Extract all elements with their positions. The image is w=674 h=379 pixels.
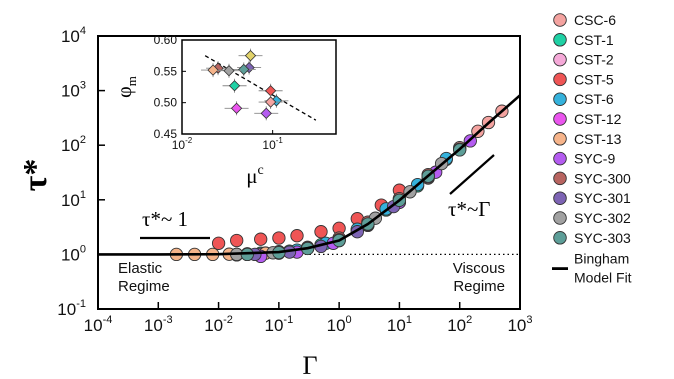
legend-marker — [553, 191, 567, 205]
data-point — [211, 236, 226, 250]
inset-plot: 10-2 10-1 0.45 0.50 0.55 0.60 μc φm — [114, 33, 337, 188]
legend-label: CST-13 — [574, 131, 622, 147]
legend-marker — [553, 72, 567, 87]
inset-data-point — [264, 85, 277, 97]
legend-marker — [553, 132, 567, 146]
legend-marker — [553, 13, 567, 27]
slope-low-label: τ*~ 1 — [142, 207, 188, 231]
inset-data-point — [223, 65, 235, 77]
y-axis-label: τ* — [17, 159, 54, 192]
data-point — [254, 232, 268, 246]
inset-data-point — [238, 63, 250, 76]
annotations: Elastic Regime Viscous Regime τ*~ 1 τ*~Γ — [118, 154, 505, 295]
inset-y-tick-label: 0.60 — [154, 33, 178, 47]
inset-x-tick-label: 10-2 — [172, 136, 193, 152]
legend-marker — [553, 52, 567, 67]
elastic-regime-label: Elastic Regime — [118, 260, 170, 295]
main-plot-frame — [97, 35, 521, 310]
legend-label: SYC-301 — [574, 190, 631, 206]
inset-data-point — [264, 96, 277, 108]
y-tick-label: 100 — [61, 243, 86, 264]
y-axis-ticks: 10-1 100 101 102 103 104 — [57, 25, 105, 319]
legend-label: CST-6 — [574, 91, 614, 107]
data-point — [290, 229, 304, 243]
inset-data-point — [230, 102, 243, 114]
inset-data-point — [228, 80, 241, 92]
inset-x-axis-ticks: 10-2 10-1 — [172, 130, 283, 152]
legend-marker — [553, 151, 567, 166]
inset-y-axis-ticks: 0.45 0.50 0.55 0.60 — [154, 33, 186, 141]
inset-x-tick-label: 10-1 — [262, 136, 283, 152]
x-tick-label: 103 — [507, 314, 532, 335]
inset-data-point — [244, 50, 257, 62]
legend-marker — [553, 33, 567, 47]
y-tick-label: 103 — [61, 80, 86, 101]
bingham-fit-curve — [98, 94, 520, 256]
legend-label: CSC-6 — [574, 12, 616, 28]
inset-y-tick-label: 0.45 — [154, 127, 178, 141]
y-tick-label: 102 — [61, 134, 86, 155]
fit-line — [98, 94, 520, 256]
inset-fit-line — [204, 55, 317, 121]
legend-label: SYC-300 — [574, 170, 631, 186]
legend-label: SYC-303 — [574, 230, 631, 246]
inset-fit-line-dashed — [204, 55, 317, 121]
inset-y-axis-label: φm — [114, 76, 139, 98]
inset-data-point — [260, 107, 272, 119]
x-tick-label: 102 — [447, 314, 472, 335]
inset-data-points — [201, 48, 289, 121]
legend-marker — [553, 92, 567, 106]
inset-x-axis-label: μc — [246, 163, 263, 188]
legend: CSC-6 CST-1 CST-2 CST-5 CST-6 CST-12 CST-13 SYC… — [552, 12, 632, 286]
x-axis-ticks: 10-4 10-3 10-2 10-1 100 101 102 103 — [84, 302, 533, 335]
data-point — [230, 233, 244, 248]
legend-label: SYC-302 — [574, 210, 631, 226]
slope-high-label: τ*~Γ — [448, 197, 490, 221]
legend-label: CST-2 — [574, 52, 614, 68]
legend-marker — [553, 211, 567, 225]
inset-data-point — [207, 64, 219, 76]
legend-label: CST-5 — [574, 71, 614, 87]
data-point — [272, 231, 286, 245]
x-tick-label: 10-2 — [204, 314, 233, 335]
data-point — [314, 225, 328, 239]
x-tick-label: 100 — [327, 314, 352, 335]
legend-marker — [553, 231, 567, 245]
inset-y-tick-label: 0.50 — [154, 96, 178, 110]
x-axis-label: Γ — [302, 351, 317, 379]
y-tick-label: 101 — [61, 189, 86, 210]
legend-label: SYC-9 — [574, 151, 615, 167]
legend-marker — [553, 112, 567, 126]
legend-fit-label: Bingham Model Fit — [574, 251, 632, 286]
y-tick-label: 104 — [61, 25, 86, 46]
y-tick-label: 10-1 — [57, 298, 86, 319]
x-tick-label: 10-1 — [265, 314, 294, 335]
viscous-regime-label: Viscous Regime — [453, 260, 505, 295]
inset-y-tick-label: 0.55 — [154, 64, 178, 78]
slope-high-line — [449, 154, 495, 195]
x-tick-label: 10-4 — [84, 314, 113, 335]
inset-plot-area — [181, 39, 337, 135]
x-tick-label: 10-3 — [144, 314, 173, 335]
legend-marker — [553, 171, 567, 186]
legend-label: CST-12 — [574, 111, 622, 127]
x-tick-label: 101 — [387, 314, 412, 335]
legend-label: CST-1 — [574, 32, 614, 48]
